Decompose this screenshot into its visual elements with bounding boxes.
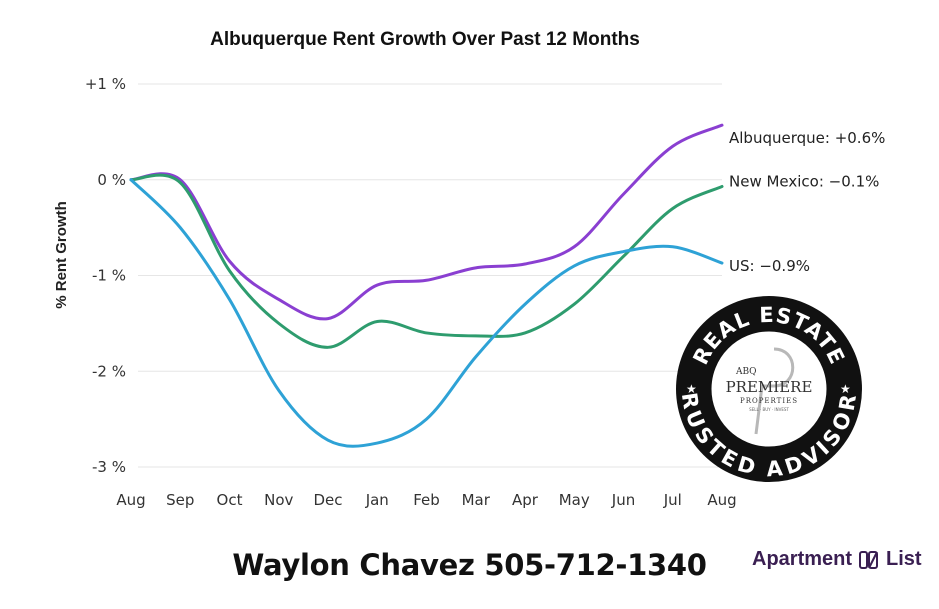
y-axis-ticks: +1 % 0 % -1 % -2 % -3 % [85, 75, 126, 476]
x-tick-label: Feb [413, 491, 440, 509]
x-axis-ticks: Aug Sep Oct Nov Dec Jan Feb Mar Apr May Jun Jul Aug [116, 491, 736, 509]
grid-lines [138, 83, 722, 468]
real-estate-badge: REAL ESTATE TRUSTED ADVISORS ★ ★ ABQ PRE… [674, 294, 862, 482]
y-tick-label: -2 % [92, 362, 126, 380]
brand-name: Apartment [752, 548, 853, 570]
y-tick-label: +1 % [85, 75, 126, 93]
x-tick-label: Aug [116, 491, 145, 509]
x-tick-label: Jun [611, 491, 635, 509]
x-tick-label: Jan [365, 491, 389, 509]
series-lines [129, 123, 724, 448]
series-end-label: US: −0.9% [729, 257, 810, 275]
series-end-labels: Albuquerque: +0.6% New Mexico: −0.1% US: −… [729, 129, 885, 275]
badge-line-4: SELL · BUY · INVEST [749, 407, 789, 412]
badge-line-1: ABQ [735, 367, 757, 377]
star-icon: ★ [840, 382, 851, 396]
x-tick-label: Sep [166, 491, 194, 509]
series-line-us [129, 178, 724, 448]
apartment-list-logo: Apartment List [752, 548, 922, 571]
x-tick-label: Mar [462, 491, 491, 509]
series-line-albuquerque [129, 123, 724, 321]
badge-monogram-icon [754, 347, 795, 435]
chart-title: Albuquerque Rent Growth Over Past 12 Mon… [210, 29, 640, 50]
y-axis-label: % Rent Growth [53, 201, 70, 309]
badge-line-3: PROPERTIES [740, 397, 798, 405]
x-tick-label: Dec [313, 491, 342, 509]
y-tick-label: -1 % [92, 267, 126, 285]
apartment-list-icon [859, 550, 879, 569]
x-tick-label: Nov [264, 491, 293, 509]
star-icon: ★ [686, 382, 697, 396]
x-tick-label: May [559, 491, 590, 509]
x-tick-label: Apr [512, 491, 539, 509]
badge-inner-circle [710, 330, 828, 448]
series-end-label: Albuquerque: +0.6% [729, 129, 885, 147]
brand-suffix: List [886, 548, 922, 570]
y-tick-label: 0 % [97, 171, 126, 189]
series-end-label: New Mexico: −0.1% [729, 172, 879, 190]
x-tick-label: Aug [707, 491, 736, 509]
series-line-new-mexico [129, 173, 724, 349]
contact-line: Waylon Chavez 505-712-1340 [232, 548, 707, 582]
y-tick-label: -3 % [92, 458, 126, 476]
x-tick-label: Oct [217, 491, 243, 509]
x-tick-label: Jul [663, 491, 682, 509]
badge-line-2: PREMIERE [726, 378, 813, 396]
